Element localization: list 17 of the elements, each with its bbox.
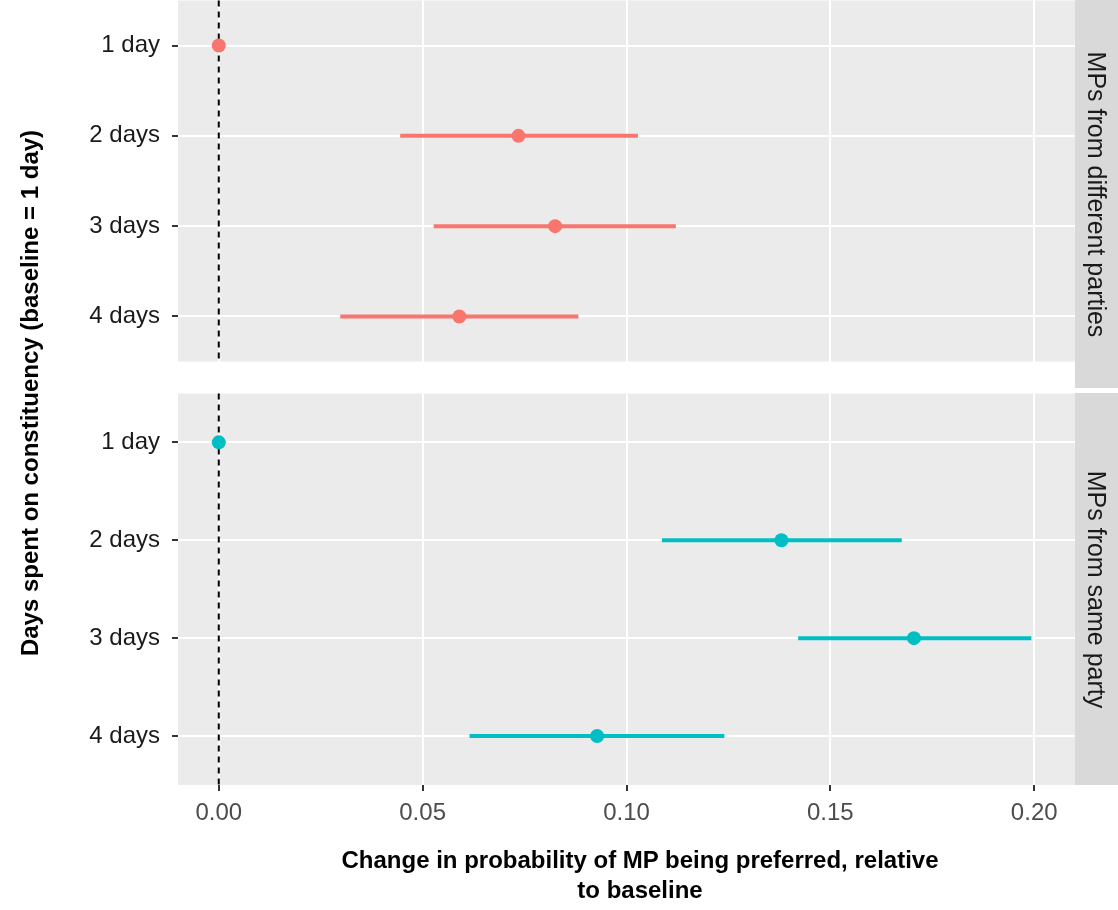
y-tick-label: 1 day [101, 30, 160, 58]
y-tick-label: 2 days [89, 524, 160, 552]
y-axis-title: Days spent on constituency (baseline = 1 day) [16, 129, 44, 656]
text: MPs from different parties [1082, 51, 1112, 337]
y-tick-label: 3 days [89, 622, 160, 650]
y-tick-label: 3 days [89, 210, 160, 238]
x-tick-label: 0.20 [1010, 798, 1058, 826]
text: MPs from same party [1082, 470, 1111, 708]
x-tick-label: 0.05 [399, 798, 446, 826]
x-axis-title: Change in probability of MP being preferred, relative to baseline [340, 845, 940, 905]
y-tick-label: 2 days [89, 120, 160, 148]
x-tick-label: 0.15 [807, 798, 854, 826]
y-tick-label: 4 days [89, 720, 160, 748]
y-tick-label: 4 days [89, 301, 160, 329]
x-tick-label: 0.10 [603, 798, 650, 826]
y-tick-label: 1 day [101, 426, 160, 454]
x-tick-label: 0.00 [195, 798, 243, 826]
